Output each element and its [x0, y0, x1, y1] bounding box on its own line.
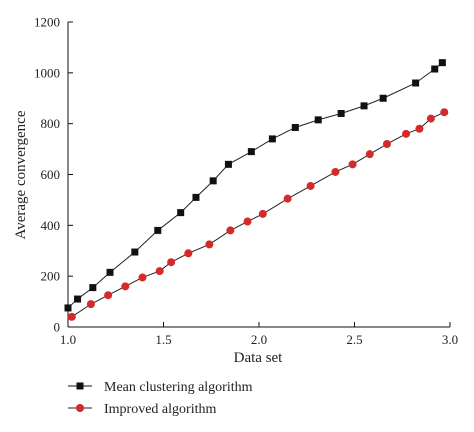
- y-tick-label: 600: [41, 167, 61, 182]
- legend-label-improved: Improved algorithm: [104, 402, 216, 417]
- data-point-circle: [258, 209, 267, 218]
- data-point-circle: [155, 267, 164, 276]
- data-point-square: [209, 177, 217, 185]
- x-tick-label: 1.0: [60, 332, 76, 347]
- data-point-square: [192, 193, 200, 201]
- y-tick-label: 1000: [34, 65, 60, 80]
- series-line-2: [71, 111, 445, 318]
- data-point-circle: [104, 291, 113, 300]
- plot-area: 0 200 400 600 800 1000 1200 1.0 1.5 2.0 2.5 3.0: [34, 15, 458, 348]
- legend-item-mean: Mean clustering algorithm: [68, 380, 253, 395]
- y-tick-label: 0: [54, 320, 61, 335]
- data-point-square: [106, 268, 114, 276]
- data-point-circle: [382, 140, 391, 148]
- data-point-circle: [306, 181, 315, 190]
- data-point-circle: [184, 249, 193, 258]
- data-point-square: [224, 160, 232, 168]
- data-point-circle: [138, 273, 147, 282]
- data-point-square: [431, 65, 439, 73]
- data-point-square: [89, 284, 97, 292]
- data-point-circle: [167, 258, 176, 267]
- y-tick-label: 400: [41, 218, 61, 233]
- y-tick-label: 200: [41, 269, 61, 284]
- data-point-circle: [86, 300, 95, 309]
- data-point-square: [268, 135, 276, 143]
- data-point-circle: [415, 124, 424, 133]
- data-point-circle: [121, 282, 130, 291]
- x-tick-label: 2.5: [346, 332, 362, 347]
- data-point-circle: [243, 217, 252, 226]
- data-point-square: [131, 248, 139, 256]
- data-point-square: [314, 116, 322, 124]
- data-point-square: [177, 209, 185, 217]
- data-point-square: [247, 148, 255, 156]
- data-point-circle: [226, 226, 235, 235]
- x-tick-label: 1.5: [155, 332, 171, 347]
- x-tick-label: 3.0: [442, 332, 458, 347]
- data-point-square: [412, 79, 420, 87]
- data-point-circle: [365, 150, 374, 159]
- y-axis-title: Average convergence: [13, 110, 29, 239]
- data-point-square: [438, 59, 446, 67]
- data-point-circle: [440, 108, 449, 117]
- x-axis-title: Data set: [234, 350, 284, 366]
- y-tick-label: 800: [41, 116, 61, 131]
- data-point-circle: [331, 167, 340, 176]
- data-point-circle: [283, 194, 292, 203]
- legend-label-mean: Mean clustering algorithm: [104, 380, 253, 395]
- data-point-circle: [402, 129, 411, 138]
- data-point-circle: [67, 312, 76, 321]
- legend-marker-circle: [76, 404, 84, 412]
- data-point-square: [291, 123, 299, 131]
- legend-marker-square: [76, 382, 84, 390]
- data-point-square: [64, 304, 72, 312]
- data-point-circle: [205, 240, 214, 249]
- data-point-square: [360, 102, 368, 110]
- data-point-circle: [348, 160, 357, 169]
- data-point-circle: [426, 114, 435, 123]
- legend-item-improved: Improved algorithm: [68, 402, 216, 417]
- data-point-square: [74, 295, 82, 303]
- y-tick-label: 1200: [34, 15, 60, 30]
- data-point-square: [154, 226, 162, 234]
- data-point-square: [379, 94, 387, 102]
- x-tick-label: 2.0: [251, 332, 267, 347]
- legend: Mean clustering algorithm Improved algor…: [68, 380, 253, 417]
- data-point-square: [337, 110, 345, 117]
